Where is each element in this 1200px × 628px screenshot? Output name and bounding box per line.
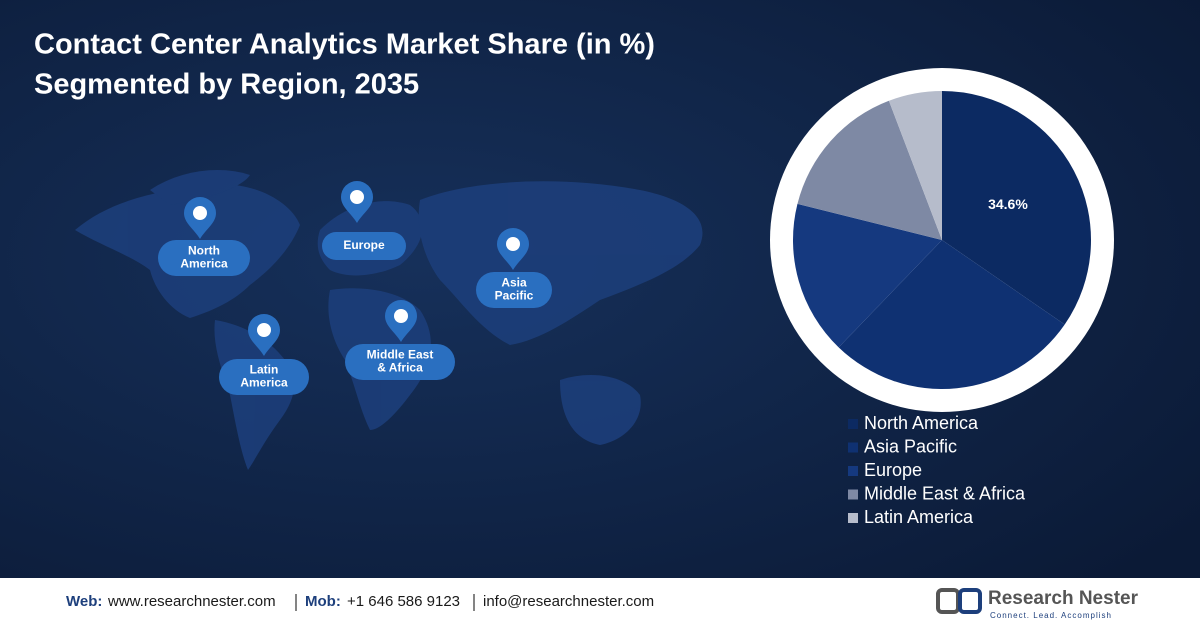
footer-mob: +1 646 586 9123 (347, 593, 460, 610)
legend-swatch (848, 419, 858, 429)
map-label-text: Europe (343, 238, 385, 252)
map-label: Europe (322, 232, 406, 260)
footer-band (0, 578, 1200, 628)
pie: 34.6% (792, 91, 1091, 389)
legend-label: North America (864, 413, 979, 433)
legend-label: Europe (864, 460, 922, 480)
map-label-text: America (180, 257, 228, 271)
chart-title: Contact Center Analytics Market Share (i… (34, 29, 655, 61)
map-label-text: Latin (250, 363, 279, 377)
footer-mob-label: Mob: (305, 593, 341, 610)
pie-slice (792, 203, 942, 348)
map-label-text: Asia (501, 276, 527, 290)
logo-tagline: Connect. Lead. Accomplish (990, 611, 1112, 620)
legend-swatch (848, 489, 858, 500)
pin-dot (506, 237, 520, 251)
footer: Web: www.researchnester.com Mob: +1 646 … (66, 593, 654, 611)
logo-name: Research Nester (988, 588, 1139, 609)
map-label-text: North (188, 244, 220, 258)
legend-label: Latin America (864, 507, 974, 527)
legend: North America Asia Pacific Europe Middle Ea… (848, 413, 1026, 527)
pie-slice (797, 100, 942, 240)
pie-slice (838, 240, 1065, 389)
legend-swatch (848, 442, 858, 453)
footer-email: info@researchnester.com (483, 593, 654, 610)
logo-icon (958, 588, 982, 614)
map-label-text: Middle East (367, 348, 434, 362)
map-label-text: & Africa (377, 361, 423, 375)
pie-slice (888, 91, 942, 240)
pin-dot (394, 309, 408, 323)
map-label: Middle East& Africa (345, 344, 455, 380)
legend-label: Middle East & Africa (864, 483, 1026, 503)
map-label-pill (476, 272, 552, 308)
chart-subtitle: Segmented by Region, 2035 (34, 69, 419, 101)
footer-web: www.researchnester.com (107, 593, 276, 610)
pin-dot (193, 206, 207, 220)
pin-dot (257, 323, 271, 337)
legend-label: Asia Pacific (864, 436, 957, 456)
map-label-pill (219, 359, 309, 395)
legend-swatch (848, 466, 858, 476)
map-label-text: America (240, 376, 288, 390)
map-label-text: Pacific (495, 289, 534, 303)
map-label-pill (158, 240, 250, 276)
legend-swatch (848, 513, 858, 523)
logo: Research Nester Connect. Lead. Accomplis… (936, 588, 1139, 620)
map-label-pill (322, 232, 406, 260)
pin-dot (350, 190, 364, 204)
pie-slice (942, 91, 1091, 325)
data-label: 34.6% (988, 196, 1028, 212)
map-label-pill (345, 344, 455, 380)
footer-web-label: Web: (66, 593, 102, 610)
